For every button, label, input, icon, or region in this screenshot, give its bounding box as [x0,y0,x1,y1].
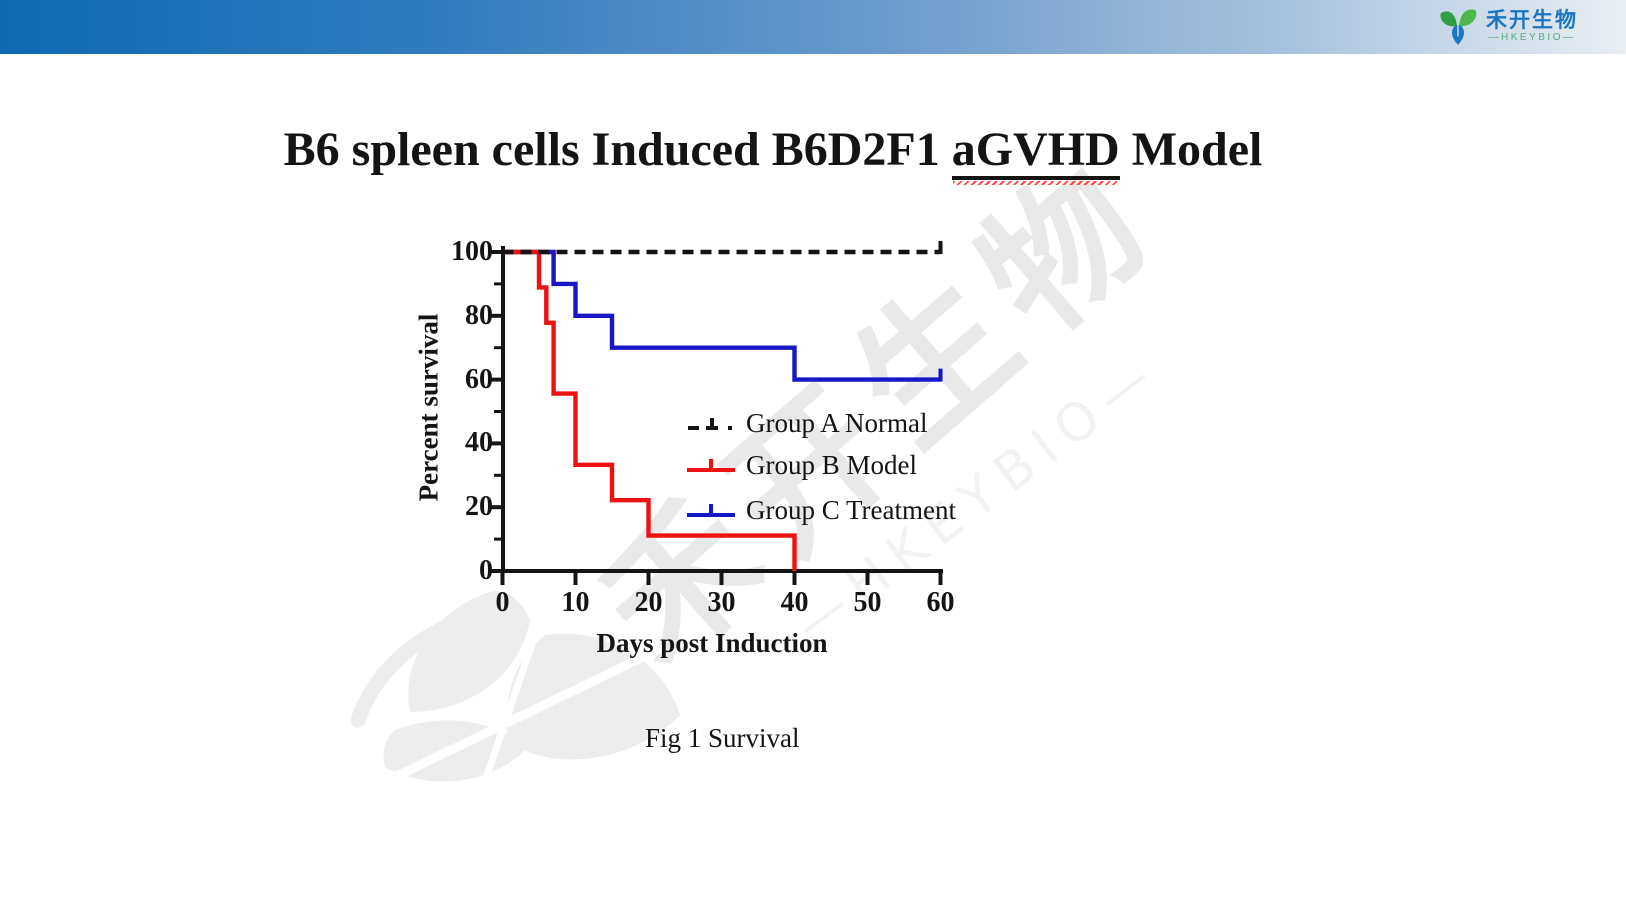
title-text-suffix: Model [1119,123,1263,176]
legend-line-symbol [687,459,735,472]
y-tick-label-40: 40 [465,427,493,459]
y-tick-label-80: 80 [465,299,493,331]
title-text-prefix: B6 spleen cells Induced B6D2F1 [283,123,952,176]
y-tick-label-60: 60 [465,363,493,395]
x-axis-title: Days post Induction [596,628,828,658]
header-gradient-bar [0,0,1626,54]
company-logo: 禾开生物 —HKEYBIO— [1437,3,1578,49]
title-underlined-word: aGVHD [951,123,1120,180]
legend-label: Group C Treatment [746,495,957,525]
legend-label: Group A Normal [746,408,928,438]
y-tick-label-0: 0 [479,555,493,586]
x-tick-label-60: 60 [926,587,955,618]
y-axis-title: Percent survival [413,313,444,502]
legend-line-symbol [688,418,732,430]
y-tick-label-100: 100 [451,236,493,267]
logo-leaf-icon [1440,9,1477,45]
y-tick-label-20: 20 [465,491,493,523]
x-tick-label-50: 50 [853,587,882,618]
x-tick-label-0: 0 [495,587,510,618]
logo-company-name-en: —HKEYBIO— [1488,31,1576,43]
x-tick-label-40: 40 [780,587,809,618]
legend-label: Group B Model [746,450,917,480]
logo-company-name-cn: 禾开生物 [1486,8,1578,32]
legend-item-group-c-treatment: Group C Treatment [687,495,956,525]
legend-item-group-b-model: Group B Model [687,450,917,480]
logo-text-block: 禾开生物 —HKEYBIO— [1486,9,1578,44]
x-tick-label-10: 10 [561,587,590,618]
figure-caption: Fig 1 Survival [645,723,800,753]
x-tick-label-20: 20 [634,587,663,618]
slide-title: B6 spleen cells Induced B6D2F1 aGVHD Mod… [160,122,1386,180]
legend-item-group-a-normal: Group A Normal [687,408,928,438]
legend-line-symbol [687,504,735,517]
x-tick-label-30: 30 [707,587,736,618]
watermark-leaf-icon [350,591,680,795]
